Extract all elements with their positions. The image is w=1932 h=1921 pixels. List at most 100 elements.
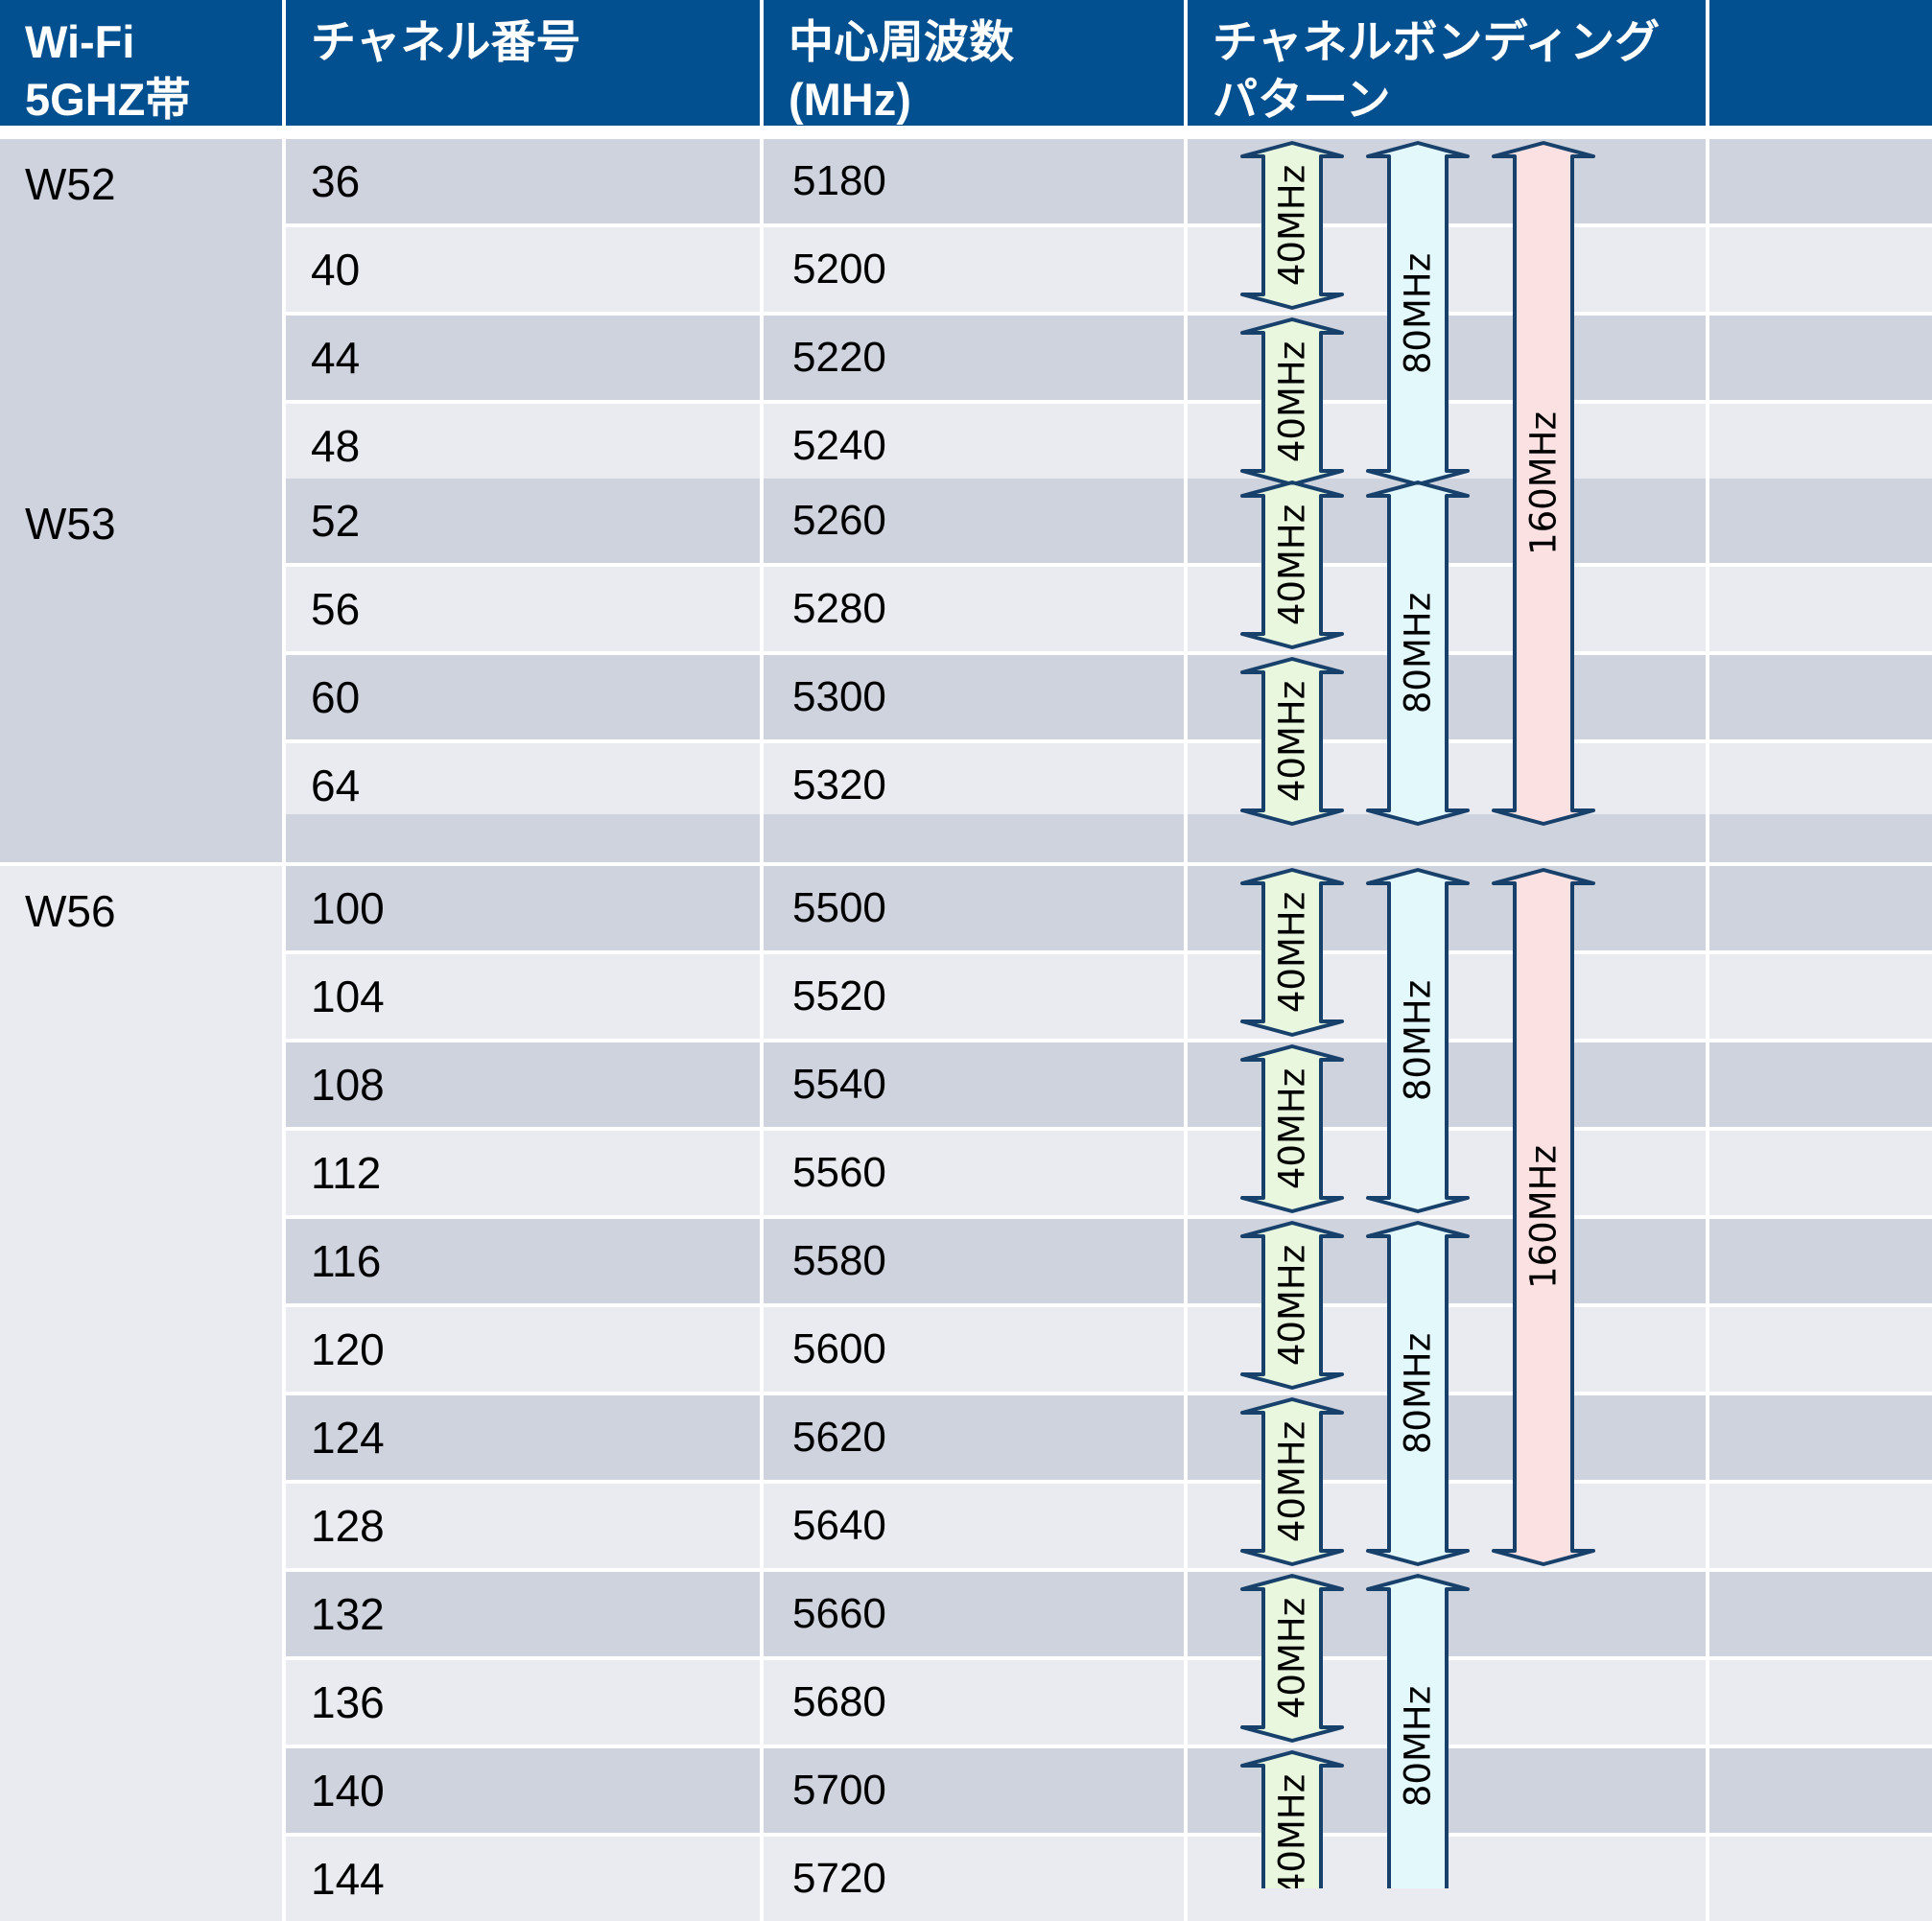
arrow-40mhz-label: 40MHz <box>1272 681 1313 802</box>
arrow-40mhz-label: 40MHz <box>1272 1068 1313 1189</box>
frequency-cell: 5220 <box>764 316 1184 400</box>
arrow-40mhz-label: 40MHz <box>1272 1774 1313 1888</box>
extra-cell <box>1709 1660 1932 1745</box>
frequency-cell: 5560 <box>764 1131 1184 1215</box>
extra-cell <box>1709 139 1932 223</box>
spacer-cell <box>1188 814 1706 862</box>
extra-cell <box>1709 479 1932 563</box>
extra-cell <box>1709 1131 1932 1215</box>
channel-cell: 124 <box>286 1395 760 1480</box>
extra-cell <box>1709 1484 1932 1568</box>
arrow-40mhz <box>1240 1044 1344 1213</box>
spacer-cell <box>764 814 1184 862</box>
arrow-40mhz-label: 40MHz <box>1272 504 1313 625</box>
arrow-80mhz <box>1366 1221 1470 1566</box>
arrow-40mhz <box>1240 1221 1344 1390</box>
extra-cell <box>1709 1748 1932 1833</box>
header-band: Wi-Fi 5GHZ帯 <box>0 0 282 126</box>
channel-cell: 36 <box>286 139 760 223</box>
arrow-80mhz <box>1366 1574 1470 1888</box>
frequency-cell: 5520 <box>764 954 1184 1039</box>
channel-cell: 100 <box>286 866 760 950</box>
arrow-80mhz-label: 80MHz <box>1398 253 1439 374</box>
spacer-cell <box>1709 814 1932 862</box>
extra-cell <box>1709 1042 1932 1127</box>
arrow-80mhz <box>1366 480 1470 826</box>
channel-cell: 116 <box>286 1219 760 1303</box>
channel-cell: 140 <box>286 1748 760 1833</box>
channel-cell: 128 <box>286 1484 760 1568</box>
arrow-80mhz-label: 80MHz <box>1398 593 1439 714</box>
extra-cell <box>1709 743 1932 828</box>
arrow-80mhz-label: 80MHz <box>1398 1333 1439 1454</box>
header-channel: チャネル番号 <box>286 0 760 126</box>
frequency-cell: 5500 <box>764 866 1184 950</box>
channel-cell: 52 <box>286 479 760 563</box>
frequency-cell: 5540 <box>764 1042 1184 1127</box>
header-extra <box>1709 0 1932 126</box>
frequency-cell: 5700 <box>764 1748 1184 1833</box>
arrow-40mhz <box>1240 1750 1344 1888</box>
arrow-40mhz <box>1240 868 1344 1037</box>
frequency-cell: 5200 <box>764 227 1184 312</box>
band-cell: W56 <box>0 866 282 1921</box>
frequency-cell: 5640 <box>764 1484 1184 1568</box>
arrow-160mhz <box>1492 868 1595 1566</box>
extra-cell <box>1709 1395 1932 1480</box>
extra-cell <box>1709 227 1932 312</box>
frequency-cell: 5320 <box>764 743 1184 828</box>
arrow-80mhz-label: 80MHz <box>1398 980 1439 1101</box>
channel-cell: 44 <box>286 316 760 400</box>
arrow-40mhz <box>1240 1397 1344 1566</box>
extra-cell <box>1709 655 1932 739</box>
extra-cell <box>1709 1572 1932 1656</box>
extra-cell <box>1709 316 1932 400</box>
extra-cell <box>1709 404 1932 488</box>
arrow-80mhz-label: 80MHz <box>1398 1686 1439 1807</box>
spacer-cell <box>0 814 282 862</box>
extra-cell <box>1709 567 1932 651</box>
arrow-160mhz <box>1492 141 1595 826</box>
frequency-cell: 5240 <box>764 404 1184 488</box>
channel-cell: 132 <box>286 1572 760 1656</box>
arrow-40mhz-label: 40MHz <box>1272 1598 1313 1719</box>
extra-cell <box>1709 1307 1932 1392</box>
band-cell: W53 <box>0 479 282 828</box>
frequency-cell: 5620 <box>764 1395 1184 1480</box>
frequency-cell: 5660 <box>764 1572 1184 1656</box>
band-cell: W52 <box>0 139 282 488</box>
arrow-160mhz-label: 160MHz <box>1523 411 1565 555</box>
frequency-cell: 5260 <box>764 479 1184 563</box>
channel-cell: 112 <box>286 1131 760 1215</box>
arrow-40mhz <box>1240 480 1344 649</box>
extra-cell <box>1709 866 1932 950</box>
header-bonding: チャネルボンディング パターン <box>1188 0 1706 126</box>
arrow-40mhz-label: 40MHz <box>1272 1421 1313 1542</box>
channel-cell: 40 <box>286 227 760 312</box>
arrow-40mhz <box>1240 1574 1344 1743</box>
arrow-160mhz-label: 160MHz <box>1523 1145 1565 1289</box>
channel-cell: 56 <box>286 567 760 651</box>
channel-cell: 120 <box>286 1307 760 1392</box>
channel-cell: 64 <box>286 743 760 828</box>
channel-cell: 60 <box>286 655 760 739</box>
arrow-40mhz <box>1240 141 1344 310</box>
channel-cell: 136 <box>286 1660 760 1745</box>
frequency-cell: 5280 <box>764 567 1184 651</box>
arrow-40mhz-label: 40MHz <box>1272 341 1313 462</box>
header-frequency: 中心周波数 (MHz) <box>764 0 1184 126</box>
extra-cell <box>1709 1219 1932 1303</box>
frequency-cell: 5600 <box>764 1307 1184 1392</box>
frequency-cell: 5680 <box>764 1660 1184 1745</box>
channel-cell: 108 <box>286 1042 760 1127</box>
frequency-cell: 5180 <box>764 139 1184 223</box>
spacer-cell <box>286 814 760 862</box>
arrow-40mhz-label: 40MHz <box>1272 165 1313 286</box>
arrow-40mhz <box>1240 657 1344 826</box>
arrow-80mhz <box>1366 868 1470 1213</box>
frequency-cell: 5300 <box>764 655 1184 739</box>
arrow-40mhz-label: 40MHz <box>1272 892 1313 1013</box>
arrow-40mhz-label: 40MHz <box>1272 1245 1313 1366</box>
channel-cell: 104 <box>286 954 760 1039</box>
